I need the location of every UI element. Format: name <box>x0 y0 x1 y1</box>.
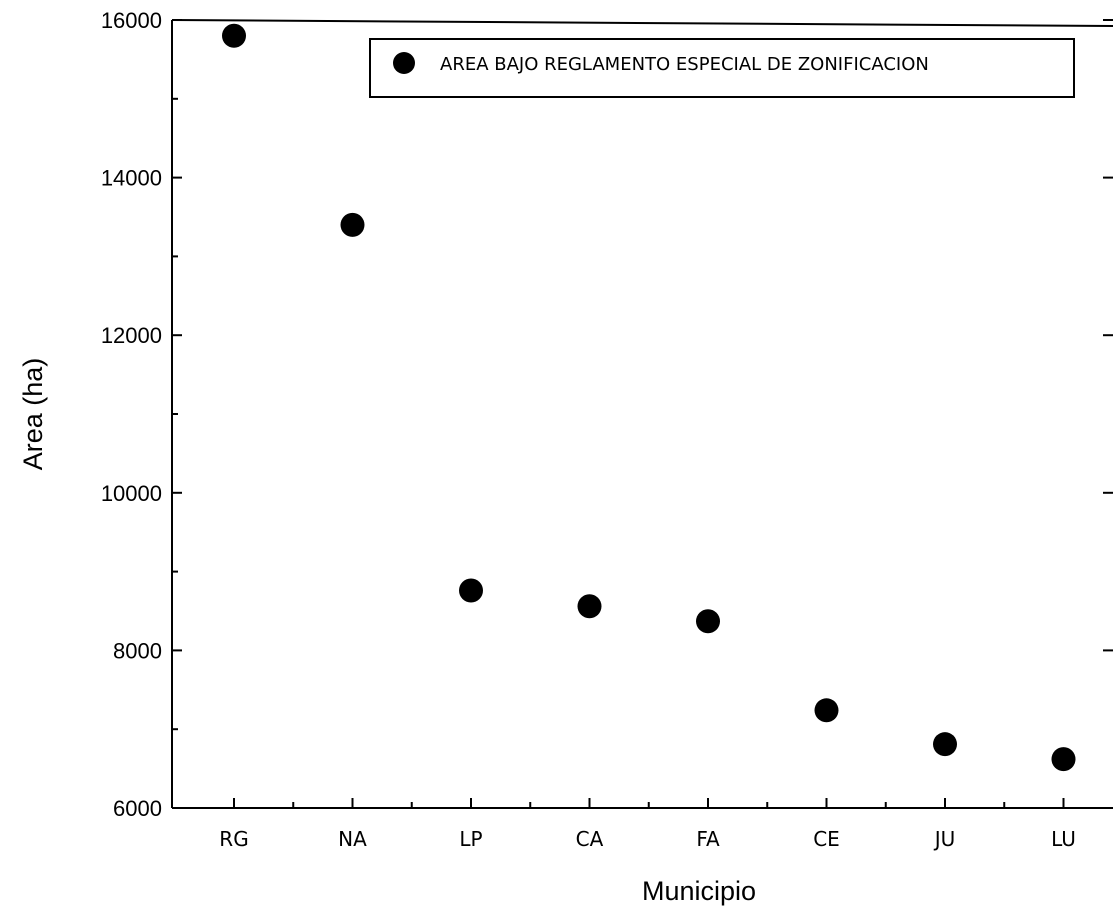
top-frame-line <box>171 19 1113 27</box>
data-point <box>459 578 483 603</box>
y-tick-label: 6000 <box>113 796 162 821</box>
y-tick-label: 10000 <box>101 481 162 506</box>
x-tick-label: RG <box>219 827 248 851</box>
data-point <box>340 212 365 237</box>
data-points <box>222 23 1076 772</box>
data-point <box>1051 747 1076 772</box>
legend: AREA BAJO REGLAMENTO ESPECIAL DE ZONIFIC… <box>369 38 1075 98</box>
x-axis-ticks: RG NA LP CA FA CE JU LU <box>219 798 1076 851</box>
x-tick-label: CE <box>813 827 840 851</box>
x-tick-label: JU <box>933 827 956 851</box>
legend-marker <box>393 52 415 74</box>
y-tick-label: 14000 <box>101 166 162 191</box>
data-point <box>933 732 957 757</box>
x-axis-title: Municipio <box>642 876 756 906</box>
data-point <box>814 698 839 723</box>
x-tick-label: CA <box>576 827 604 851</box>
plot-frame <box>171 19 1113 809</box>
y-tick-label: 16000 <box>101 8 162 33</box>
x-tick-label: FA <box>696 827 720 851</box>
x-tick-label: LU <box>1051 827 1076 851</box>
y-tick-label: 8000 <box>113 638 162 663</box>
data-point <box>577 594 602 619</box>
y-axis-title: Area (ha) <box>18 358 48 471</box>
y-tick-label: 12000 <box>101 323 162 348</box>
legend-label: AREA BAJO REGLAMENTO ESPECIAL DE ZONIFIC… <box>440 54 929 75</box>
legend-box <box>369 38 1075 98</box>
x-tick-label: NA <box>338 827 367 851</box>
data-point <box>222 23 246 48</box>
data-point <box>696 609 720 634</box>
x-tick-label: LP <box>459 827 482 851</box>
y-axis-ticks: 6000 8000 10000 12000 14000 16000 <box>101 8 1113 821</box>
